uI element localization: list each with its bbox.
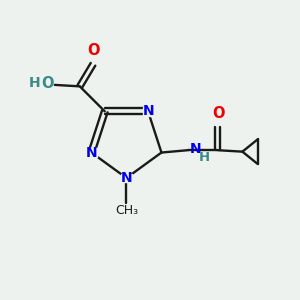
Text: O: O [87, 43, 100, 58]
Text: H: H [199, 151, 210, 164]
Text: N: N [142, 104, 154, 118]
Text: O: O [213, 106, 225, 121]
Text: H: H [28, 76, 40, 90]
Text: N: N [121, 171, 132, 185]
Text: O: O [41, 76, 53, 91]
Bar [121, 174, 132, 182]
Bar [143, 107, 153, 116]
Text: N: N [189, 142, 201, 156]
Bar [86, 148, 97, 157]
Text: N: N [85, 146, 97, 160]
Text: CH₃: CH₃ [115, 205, 138, 218]
